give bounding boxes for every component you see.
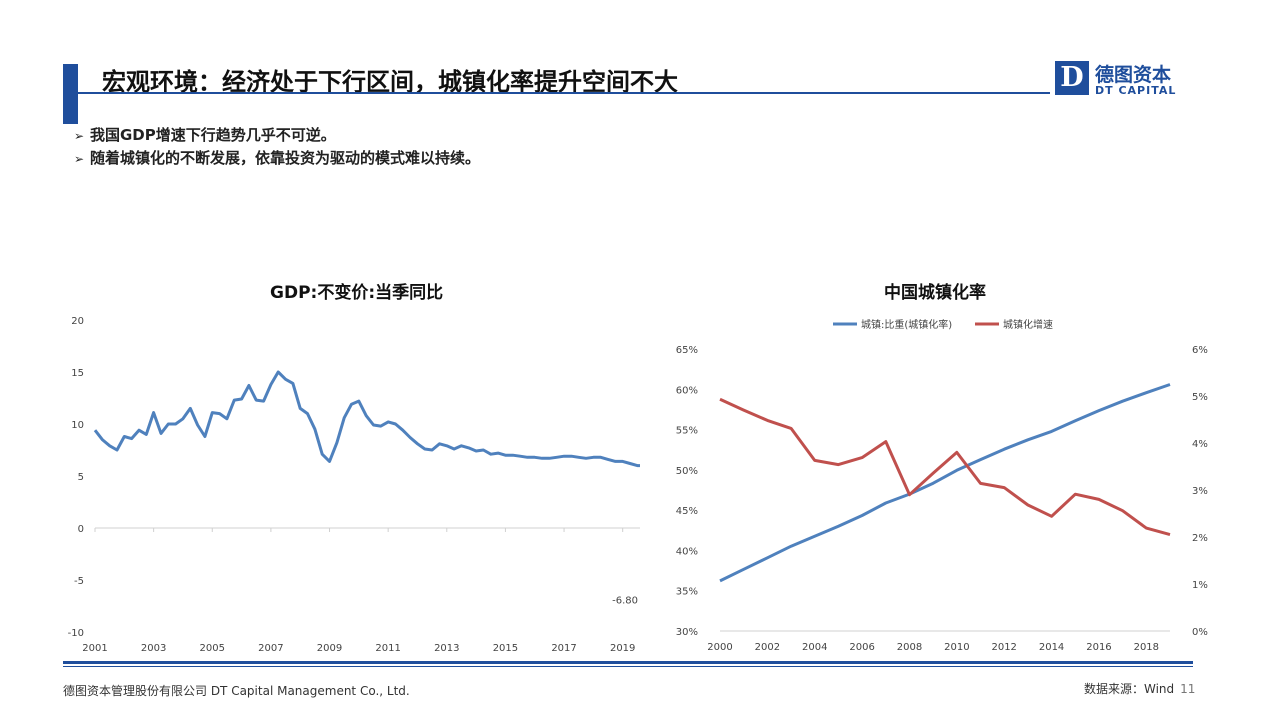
urban-left-y-tick-label: 55%: [676, 426, 698, 437]
gdp-y-tick-label: 15: [71, 368, 84, 379]
gdp-x-tick-label: 2005: [200, 643, 225, 654]
urban-x-tick-label: 2018: [1134, 642, 1159, 653]
urban-left-y-tick-label: 45%: [676, 506, 698, 517]
gdp-y-tick-label: 10: [71, 420, 84, 431]
gdp-x-tick-label: 2011: [375, 643, 400, 654]
urban-right-y-tick-label: 4%: [1192, 439, 1208, 450]
urban-right-y-tick-label: 3%: [1192, 486, 1208, 497]
legend-label: 城镇:比重(城镇化率): [861, 318, 952, 331]
gdp-y-tick-label: 0: [78, 524, 84, 535]
company-logo: D 德图资本 DT CAPITAL: [1055, 60, 1180, 100]
footer-company: 德图资本管理股份有限公司 DT Capital Management Co., …: [63, 684, 410, 698]
urban-x-tick-label: 2008: [897, 642, 922, 653]
arrow-bullet-icon: ➢: [74, 152, 85, 166]
bullet-text: 我国GDP增速下行趋势几乎不可逆。: [90, 126, 336, 144]
urban-right-y-tick-label: 1%: [1192, 580, 1208, 591]
logo-mark: D: [1055, 61, 1089, 95]
urban-left-y-tick-label: 50%: [676, 466, 698, 477]
urban-left-y-tick-label: 60%: [676, 385, 698, 396]
urban-right-y-tick-label: 0%: [1192, 627, 1208, 638]
urban-right-y-tick-label: 6%: [1192, 345, 1208, 356]
page-number: 11: [1180, 682, 1196, 696]
logo-english-name: DT CAPITAL: [1095, 84, 1177, 97]
footer-rule: [63, 661, 1193, 664]
gdp-series-line: [93, 370, 640, 468]
gdp-x-tick-label: 2013: [434, 643, 459, 654]
gdp-x-tick-label: 2007: [258, 643, 283, 654]
gdp-y-tick-label: 20: [71, 316, 84, 327]
gdp-y-tick-label: -5: [74, 576, 84, 587]
bullet-item: ➢ 随着城镇化的不断发展，依靠投资为驱动的模式难以持续。: [74, 147, 480, 170]
bullet-item: ➢ 我国GDP增速下行趋势几乎不可逆。: [74, 124, 480, 147]
page-title: 宏观环境：经济处于下行区间，城镇化率提升空间不大: [102, 68, 678, 96]
urban-x-tick-label: 2012: [991, 642, 1016, 653]
footer-source: 数据来源：Wind 11: [1084, 680, 1195, 697]
bullet-list: ➢ 我国GDP增速下行趋势几乎不可逆。 ➢ 随着城镇化的不断发展，依靠投资为驱动的模…: [74, 124, 480, 170]
gdp-x-tick-label: 2017: [551, 643, 576, 654]
gdp-x-tick-label: 2015: [493, 643, 518, 654]
urban-x-tick-label: 2014: [1039, 642, 1064, 653]
urban-right-y-tick-label: 5%: [1192, 392, 1208, 403]
gdp-y-tick-label: 5: [78, 472, 84, 483]
logo-chinese-name: 德图资本: [1095, 64, 1172, 86]
urban-left-y-tick-label: 30%: [676, 627, 698, 638]
urban-x-tick-label: 2016: [1086, 642, 1111, 653]
urban-right-y-tick-label: 2%: [1192, 533, 1208, 544]
gdp-x-tick-label: 2019: [610, 643, 635, 654]
urban-x-tick-label: 2002: [755, 642, 780, 653]
urban-left-y-tick-label: 65%: [676, 345, 698, 356]
data-source: 数据来源：Wind: [1084, 682, 1175, 696]
urbanization-rate-line: [719, 383, 1171, 583]
urban-x-tick-label: 2010: [944, 642, 969, 653]
urban-left-y-tick-label: 40%: [676, 546, 698, 557]
gdp-chart-title: GDP:不变价:当季同比: [270, 283, 444, 303]
footer-rule-thin: [63, 666, 1193, 667]
bullet-text: 随着城镇化的不断发展，依靠投资为驱动的模式难以持续。: [90, 149, 481, 167]
gdp-y-tick-label: -10: [68, 628, 84, 639]
gdp-x-tick-label: 2009: [317, 643, 342, 654]
urbanization-chart-title: 中国城镇化率: [884, 283, 986, 303]
urban-x-tick-label: 2000: [707, 642, 732, 653]
urban-x-tick-label: 2004: [802, 642, 827, 653]
legend-label: 城镇化增速: [1003, 318, 1053, 331]
gdp-x-tick-label: 2003: [141, 643, 166, 654]
arrow-bullet-icon: ➢: [74, 129, 85, 143]
urban-left-y-tick-label: 35%: [676, 587, 698, 598]
gdp-last-value-label: -6.80: [612, 596, 638, 607]
title-accent-bar: [63, 64, 78, 124]
urbanization-growth-line: [719, 397, 1171, 537]
urbanization-chart: 65% 60% 55% 50% 45% 40% 35% 30% 6% 5% 4% 3% 2% 1% 0% 20…: [676, 318, 1208, 653]
title-underline: [63, 92, 1050, 94]
urban-x-tick-label: 2006: [849, 642, 874, 653]
gdp-x-tick-label: 2001: [82, 643, 107, 654]
